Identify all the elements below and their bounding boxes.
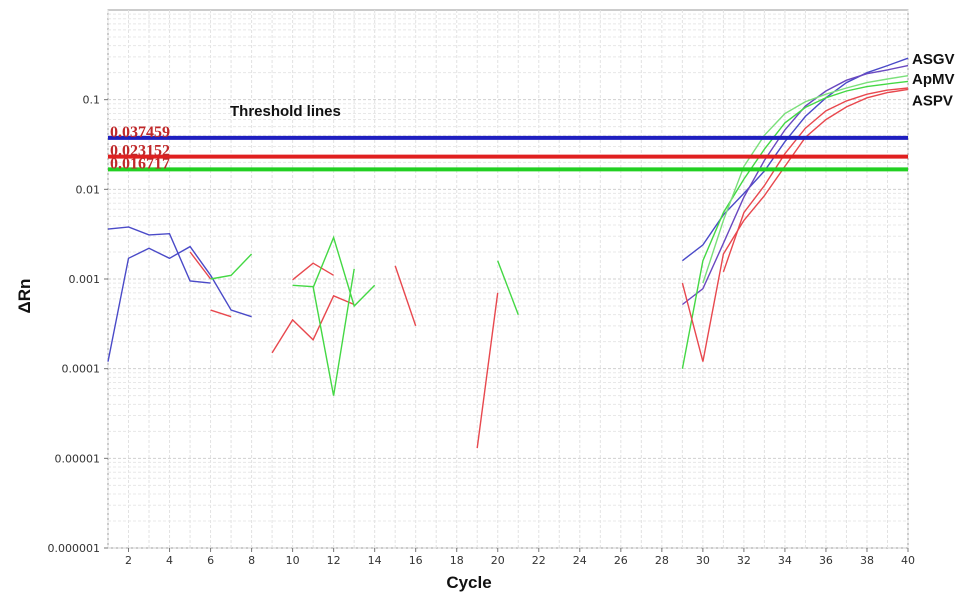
x-tick-label: 16 — [409, 554, 423, 567]
x-tick-label: 40 — [901, 554, 915, 567]
x-axis-title: Cycle — [446, 573, 491, 592]
amplification-curve — [210, 309, 232, 318]
y-tick-label: 0.00001 — [55, 452, 101, 465]
x-tick-label: 12 — [327, 554, 341, 567]
x-tick-label: 22 — [532, 554, 546, 567]
amplification-curve — [681, 64, 909, 306]
y-tick-label: 0.1 — [83, 94, 101, 107]
x-tick-label: 28 — [655, 554, 669, 567]
threshold-value: 0.037459 — [110, 124, 170, 141]
x-tick-label: 38 — [860, 554, 874, 567]
y-tick-label: 0.001 — [69, 273, 101, 286]
x-tick-label: 30 — [696, 554, 710, 567]
amplification-curve — [189, 251, 212, 280]
x-tick-label: 26 — [614, 554, 628, 567]
y-tick-label: 0.000001 — [48, 542, 101, 555]
amplification-curve — [312, 235, 376, 308]
amplification-curve — [210, 253, 253, 280]
x-tick-label: 2 — [125, 554, 132, 567]
x-tick-label: 6 — [207, 554, 214, 567]
amplification-curve — [107, 245, 252, 362]
amplification-curve — [271, 294, 355, 354]
series-label: ASGV — [912, 51, 955, 68]
x-tick-label: 10 — [286, 554, 300, 567]
x-tick-label: 4 — [166, 554, 173, 567]
series-label: ASPV — [912, 93, 953, 110]
series-labels: ASGV ApMV ASPV — [912, 51, 955, 109]
x-tick-label: 14 — [368, 554, 382, 567]
gridlines — [107, 10, 909, 549]
amplification-curve — [681, 80, 909, 369]
amplification-curve — [394, 265, 417, 327]
x-tick-label: 32 — [737, 554, 751, 567]
amplification-curve — [476, 292, 499, 449]
amplification-curve — [107, 226, 211, 284]
threshold-annotation: Threshold lines — [230, 103, 341, 120]
x-tick-label: 24 — [573, 554, 587, 567]
amplification-curve — [292, 262, 334, 281]
x-axis-ticks: 2 4 6 8 10 12 14 16 18 20 22 24 26 28 30 32 34 36 38 40 — [125, 548, 915, 567]
x-tick-label: 36 — [819, 554, 833, 567]
y-axis-ticks: 0.1 0.01 0.001 0.0001 0.00001 0.000001 — [48, 94, 108, 555]
amplification-curve — [292, 268, 355, 396]
x-tick-label: 18 — [450, 554, 464, 567]
amplification-curve — [722, 87, 909, 273]
threshold-value: 0.023152 — [110, 143, 170, 160]
x-tick-label: 20 — [491, 554, 505, 567]
series-group — [107, 57, 909, 449]
x-tick-label: 34 — [778, 554, 792, 567]
amplification-curve — [497, 260, 519, 315]
threshold-value: 0.016717 — [110, 155, 170, 172]
amplification-curve — [702, 75, 909, 284]
x-tick-label: 8 — [248, 554, 255, 567]
y-tick-label: 0.01 — [76, 183, 101, 196]
y-axis-title: ΔRn — [15, 279, 34, 314]
y-tick-label: 0.0001 — [62, 363, 101, 376]
series-label: ApMV — [912, 71, 955, 88]
amplification-curve — [681, 88, 909, 362]
